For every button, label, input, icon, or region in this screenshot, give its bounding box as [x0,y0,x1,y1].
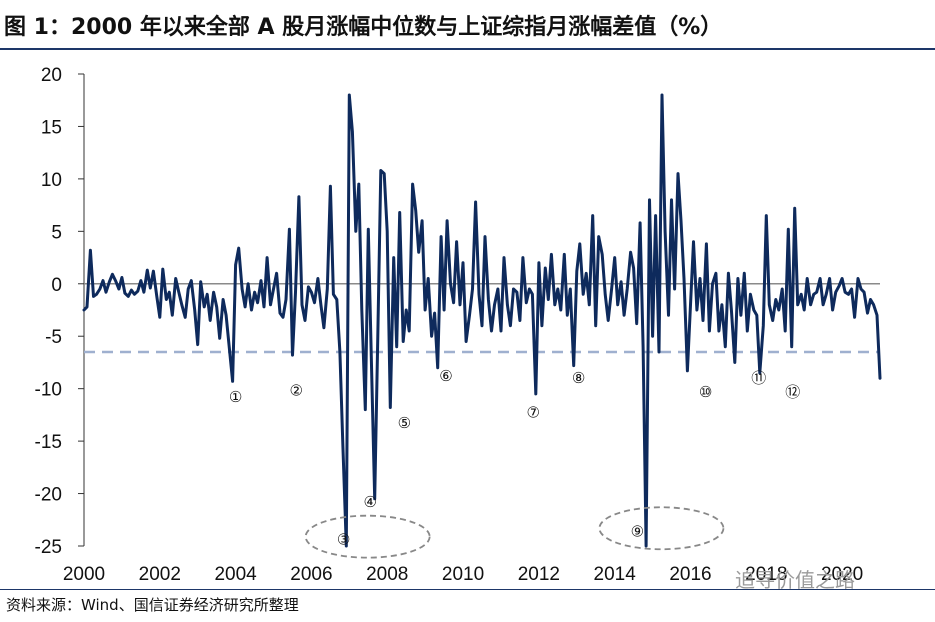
y-tick-label: 10 [41,170,62,191]
y-tick-label: -25 [35,537,62,558]
y-tick-label: 5 [51,222,62,243]
annotation-label: ⑦ [526,404,539,422]
annotation-label: ① [229,388,242,406]
title-divider [0,48,935,50]
y-tick-label: -10 [35,380,62,401]
series-layer [82,93,882,548]
series-line [82,93,882,548]
annotation-label: ⑫ [785,383,800,401]
y-tick-label: -20 [35,485,62,506]
x-tick-label: 2010 [442,564,484,585]
highlight-ellipse [598,506,725,551]
x-tick-label: 2000 [63,564,105,585]
annotation-label: ⑩ [699,383,712,401]
x-axis: 2000 2002 2004 2006 2008 2010 2012 2014 2016 2018… [63,564,863,585]
chart-title: 图 1：2000 年以来全部 A 股月涨幅中位数与上证综指月涨幅差值（%） [4,15,723,40]
annotation-label: ⑪ [751,369,766,387]
annotation-layer: ① ② ③ ④ ⑤ ⑥ ⑦ ⑧ ⑨ ⑩ ⑪ ⑫ [229,367,800,559]
source-note: 资料来源：Wind、国信证券经济研究所整理 [6,596,299,614]
source-divider [0,589,935,590]
y-tick-label: 20 [41,65,62,86]
y-tick-label: -5 [45,327,62,348]
x-tick-label: 2008 [366,564,408,585]
annotation-label: ⑤ [398,414,411,432]
x-tick-label: 2004 [214,564,257,585]
x-tick-label: 2014 [594,564,637,585]
x-tick-label: 2020 [821,564,863,585]
annotation-label: ④ [363,493,376,511]
y-tick-label: -15 [35,432,62,453]
annotation-label: ⑥ [439,367,452,385]
annotation-label: ③ [337,531,350,549]
y-tick-label: 0 [51,275,62,296]
annotation-label: ② [290,382,303,400]
x-tick-label: 2002 [139,564,181,585]
x-tick-label: 2006 [290,564,332,585]
watermark: 追寻价值之路 [735,568,855,592]
y-axis: 20 15 10 5 0 -5 -10 -15 -20 -25 [35,65,85,558]
annotation-label: ⑨ [631,522,644,540]
highlight-ellipse [304,514,431,559]
x-tick-label: 2018 [745,564,787,585]
x-tick-label: 2016 [669,564,711,585]
y-tick-label: 15 [41,117,62,138]
annotation-label: ⑧ [572,369,585,387]
x-tick-label: 2012 [518,564,560,585]
